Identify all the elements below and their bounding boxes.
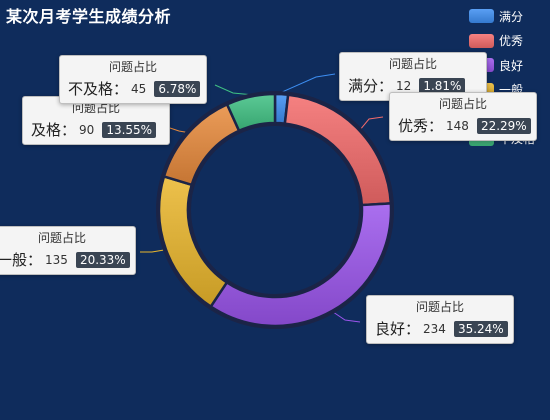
tooltip-title: 问题占比 (388, 57, 437, 71)
tooltip-row: 不及格： 45 6.78% (68, 78, 201, 99)
donut-slice-excellent[interactable] (283, 93, 393, 207)
tooltip-excellent: 问题占比 优秀： 148 22.29% (389, 92, 537, 141)
tooltip-category-label: 优秀 (398, 117, 429, 135)
leader-line-pass (166, 126, 187, 133)
donut-slice-good[interactable] (209, 202, 393, 328)
tooltip-value: 90 (79, 122, 95, 137)
tooltip-row: 及格： 90 13.55% (31, 119, 161, 140)
tooltip-percent-badge: 22.29% (476, 117, 531, 134)
tooltip-title: 问题占比 (71, 101, 120, 115)
tooltip-percent-badge: 1.81% (419, 77, 466, 94)
legend-label: 良好 (499, 58, 524, 73)
tooltip-category-label: 一般 (0, 251, 28, 269)
tooltip-value: 135 (45, 252, 68, 267)
tooltip-percent-badge: 13.55% (102, 121, 157, 138)
tooltip-colon: ： (61, 121, 77, 139)
legend-item-full[interactable]: 满分 (469, 4, 535, 29)
tooltip-row: 良好： 234 35.24% (375, 318, 508, 339)
leader-line-good (333, 311, 361, 323)
tooltip-title: 问题占比 (108, 60, 157, 74)
leader-line-average (140, 249, 165, 253)
tooltip-average: 问题占比 一般： 135 20.33% (0, 226, 136, 275)
tooltip-row: 一般： 135 20.33% (0, 249, 130, 270)
donut-slice-fail[interactable] (225, 92, 277, 133)
tooltip-pass: 问题占比 及格： 90 13.55% (22, 96, 170, 145)
tooltip-colon: ： (113, 80, 129, 98)
tooltip-colon: ： (428, 117, 444, 135)
donut-slice-average[interactable] (157, 175, 229, 308)
legend-label: 满分 (499, 9, 524, 24)
legend-swatch (469, 33, 494, 48)
tooltip-value: 45 (131, 81, 147, 96)
tooltip-category-label: 良好 (375, 320, 406, 338)
tooltip-row: 满分： 12 1.81% (348, 75, 478, 96)
tooltip-percent-badge: 35.24% (453, 320, 508, 337)
tooltip-value: 12 (396, 78, 412, 93)
tooltip-title: 问题占比 (415, 300, 464, 314)
tooltip-colon: ： (27, 251, 43, 269)
legend-item-excellent[interactable]: 优秀 (469, 29, 535, 54)
leader-line-fail (214, 84, 251, 96)
tooltip-value: 148 (446, 118, 469, 133)
tooltip-fail: 问题占比不及格： 45 6.78% (59, 55, 207, 104)
legend-label: 优秀 (499, 34, 524, 49)
legend-swatch (469, 9, 494, 24)
tooltip-category-label: 满分 (348, 77, 379, 95)
tooltip-value: 234 (423, 321, 446, 336)
leader-line-excellent (360, 116, 384, 130)
tooltip-colon: ： (378, 77, 394, 95)
tooltip-percent-badge: 6.78% (154, 80, 201, 97)
tooltip-colon: ： (405, 320, 421, 338)
tooltip-category-label: 及格 (31, 121, 62, 139)
tooltip-title: 问题占比 (37, 231, 86, 245)
tooltip-row: 优秀： 148 22.29% (398, 115, 531, 136)
chart-title: 某次月考学生成绩分析 (6, 7, 172, 26)
tooltip-title: 问题占比 (438, 97, 487, 111)
tooltip-good: 问题占比 良好： 234 35.24% (366, 295, 514, 344)
leader-line-full (281, 73, 336, 93)
tooltip-category-label: 不及格 (68, 80, 114, 98)
tooltip-percent-badge: 20.33% (75, 251, 130, 268)
